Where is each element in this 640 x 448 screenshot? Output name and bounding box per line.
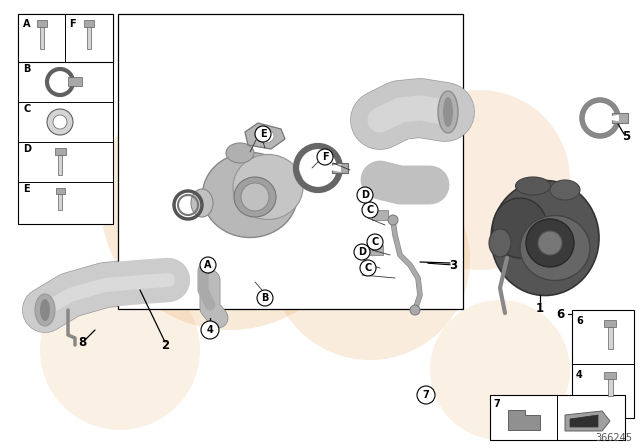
Text: B: B — [23, 64, 30, 74]
Circle shape — [201, 321, 219, 339]
Text: 5: 5 — [622, 129, 630, 142]
Bar — [58, 155, 62, 175]
Text: 4: 4 — [207, 325, 213, 335]
Text: C: C — [371, 237, 379, 247]
Bar — [372, 210, 388, 220]
Polygon shape — [245, 123, 285, 149]
Bar — [604, 320, 616, 327]
Text: C: C — [23, 104, 30, 114]
Circle shape — [53, 115, 67, 129]
Circle shape — [317, 149, 333, 165]
Text: B: B — [261, 293, 269, 303]
Bar — [56, 188, 65, 194]
Text: 7: 7 — [422, 390, 429, 400]
Text: 1: 1 — [536, 302, 544, 314]
Bar — [608, 327, 613, 349]
Circle shape — [526, 219, 574, 267]
Ellipse shape — [256, 129, 274, 143]
Circle shape — [200, 257, 216, 273]
Bar — [55, 148, 66, 155]
Ellipse shape — [234, 177, 276, 217]
Circle shape — [367, 234, 383, 250]
Polygon shape — [508, 410, 540, 430]
Ellipse shape — [550, 180, 580, 200]
Bar — [608, 379, 613, 396]
Ellipse shape — [191, 189, 213, 217]
Bar — [84, 20, 94, 27]
Text: F: F — [322, 152, 328, 162]
Circle shape — [100, 70, 360, 330]
Ellipse shape — [233, 155, 303, 220]
Bar — [367, 245, 383, 255]
Text: D: D — [361, 190, 369, 200]
Circle shape — [270, 160, 470, 360]
Circle shape — [360, 260, 376, 276]
Text: 4: 4 — [576, 370, 583, 380]
Circle shape — [47, 109, 73, 135]
Circle shape — [362, 202, 378, 218]
Polygon shape — [565, 411, 610, 431]
Circle shape — [357, 187, 373, 203]
Text: E: E — [260, 129, 266, 139]
Text: A: A — [204, 260, 212, 270]
Text: C: C — [364, 263, 372, 273]
Text: 6: 6 — [556, 307, 564, 320]
Circle shape — [388, 215, 398, 225]
Text: E: E — [23, 184, 29, 194]
Bar — [604, 372, 616, 379]
Ellipse shape — [520, 215, 590, 280]
Circle shape — [241, 183, 269, 211]
Bar — [58, 194, 62, 210]
Bar — [87, 27, 91, 49]
Circle shape — [354, 244, 370, 260]
Circle shape — [417, 386, 435, 404]
Text: 6: 6 — [576, 316, 583, 326]
Ellipse shape — [438, 91, 458, 133]
Text: C: C — [366, 205, 374, 215]
Bar — [572, 310, 634, 418]
Text: D: D — [358, 247, 366, 257]
Wedge shape — [600, 115, 619, 121]
Polygon shape — [570, 415, 598, 427]
Circle shape — [390, 90, 570, 270]
Ellipse shape — [35, 294, 55, 326]
Text: 8: 8 — [78, 336, 86, 349]
Text: F: F — [69, 19, 76, 29]
Ellipse shape — [443, 97, 453, 127]
Text: 7: 7 — [493, 399, 500, 409]
Text: A: A — [23, 19, 31, 29]
Text: 366245: 366245 — [595, 433, 632, 443]
Bar — [118, 14, 463, 309]
Circle shape — [255, 126, 271, 142]
Circle shape — [52, 74, 68, 90]
Ellipse shape — [491, 181, 599, 296]
Ellipse shape — [515, 177, 550, 195]
Ellipse shape — [493, 198, 547, 258]
Circle shape — [40, 270, 200, 430]
Bar — [68, 77, 82, 86]
Text: D: D — [23, 144, 31, 154]
Ellipse shape — [489, 229, 511, 257]
Circle shape — [257, 290, 273, 306]
Bar — [612, 113, 628, 123]
Ellipse shape — [226, 143, 254, 163]
Circle shape — [538, 231, 562, 255]
Bar — [490, 395, 625, 440]
Circle shape — [430, 300, 570, 440]
Bar — [332, 163, 348, 173]
Bar — [18, 14, 113, 224]
Ellipse shape — [40, 299, 50, 321]
Ellipse shape — [202, 152, 298, 237]
Bar — [40, 27, 44, 49]
Text: 3: 3 — [449, 258, 457, 271]
Bar — [37, 20, 47, 27]
Wedge shape — [318, 164, 341, 172]
Text: 2: 2 — [161, 339, 169, 352]
Circle shape — [410, 305, 420, 315]
Bar — [18, 14, 113, 62]
